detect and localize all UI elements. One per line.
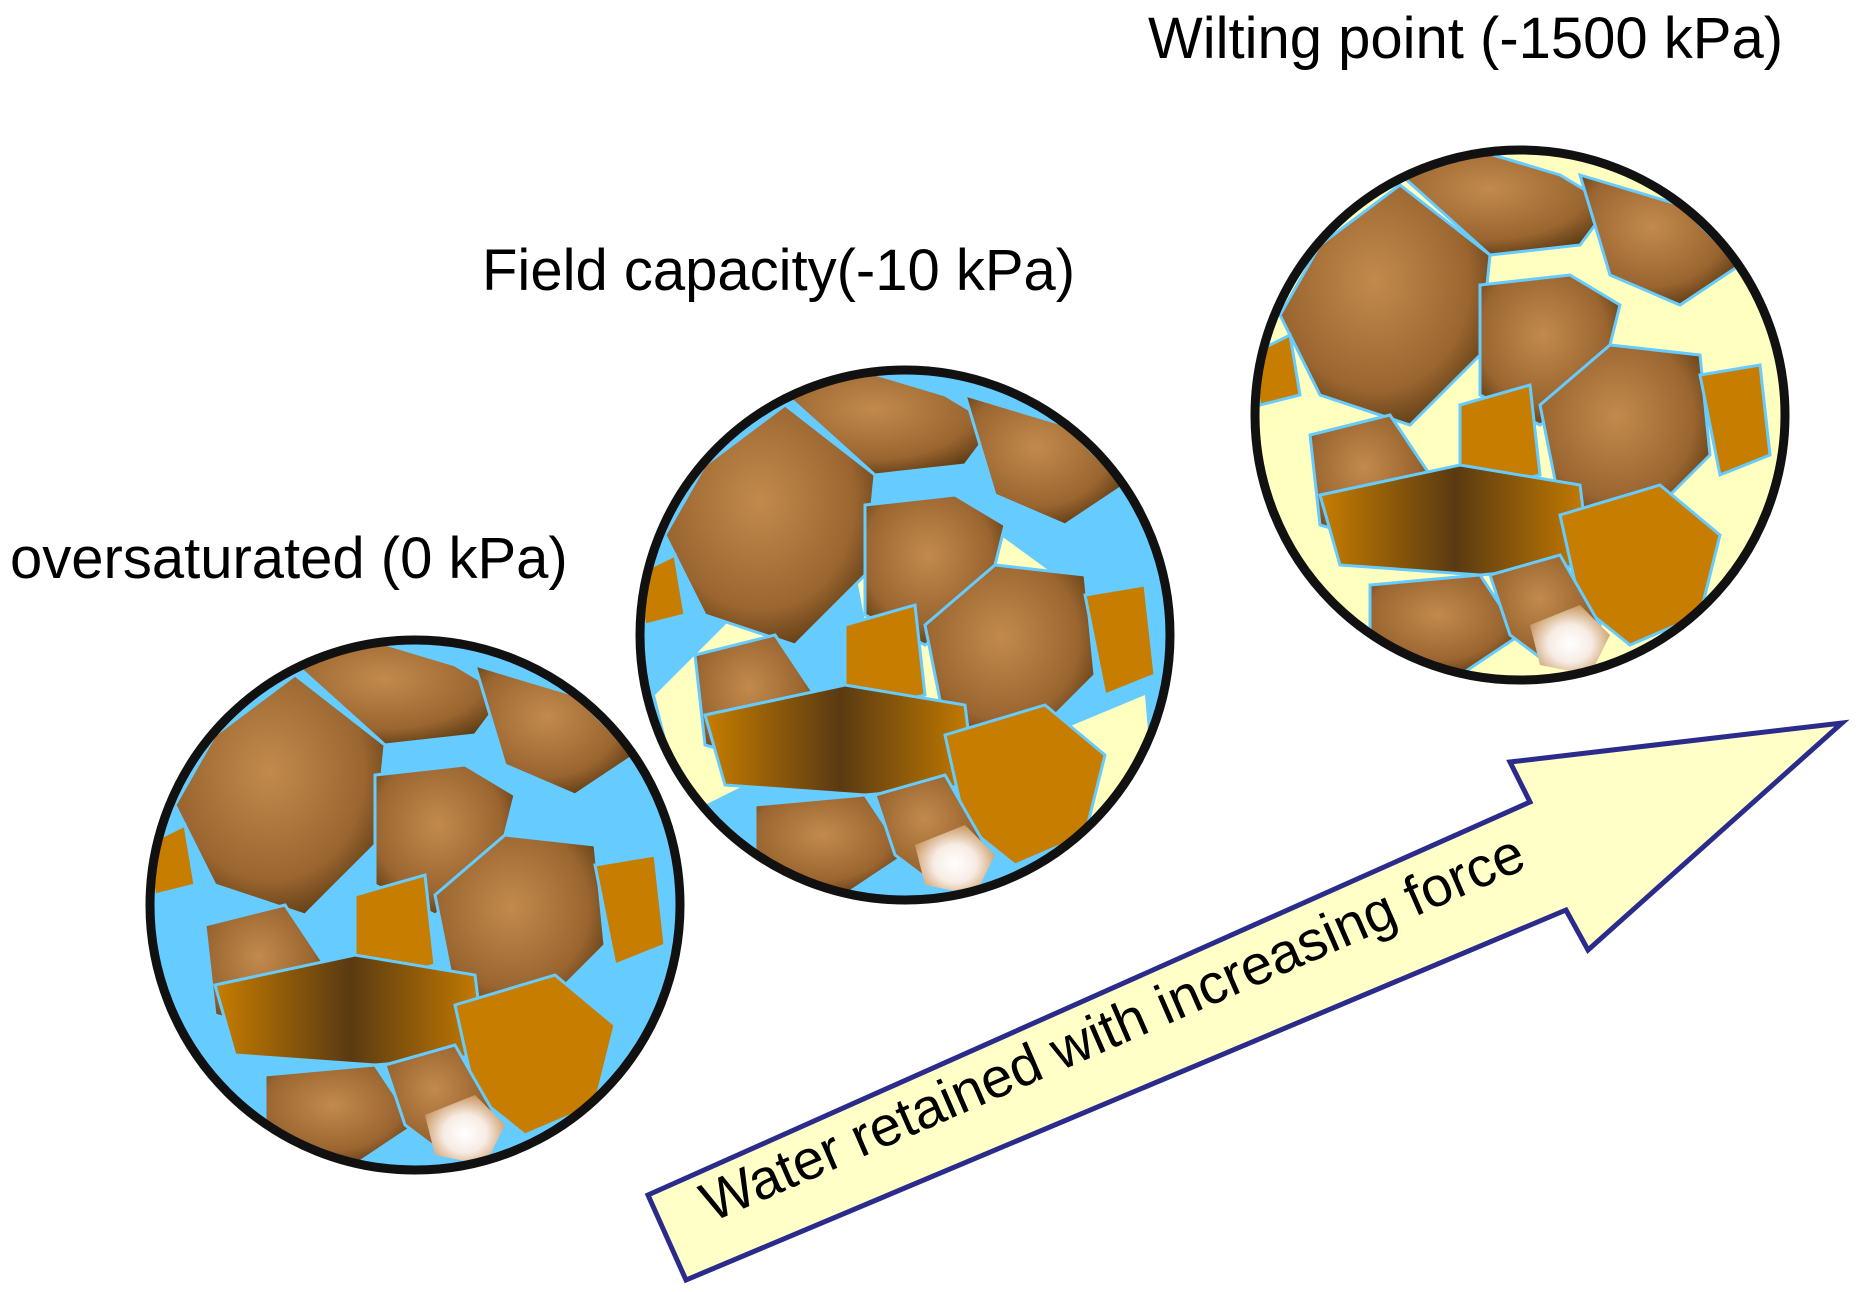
- wilting-point-label: Wilting point (-1500 kPa): [1148, 6, 1784, 71]
- oversaturated-circle: [145, 635, 685, 1175]
- field-capacity-circle: [635, 365, 1175, 905]
- oversaturated-label: oversaturated (0 kPa): [10, 526, 568, 591]
- field-capacity-label: Field capacity(-10 kPa): [482, 238, 1076, 303]
- wilting-point-circle: [1250, 145, 1790, 685]
